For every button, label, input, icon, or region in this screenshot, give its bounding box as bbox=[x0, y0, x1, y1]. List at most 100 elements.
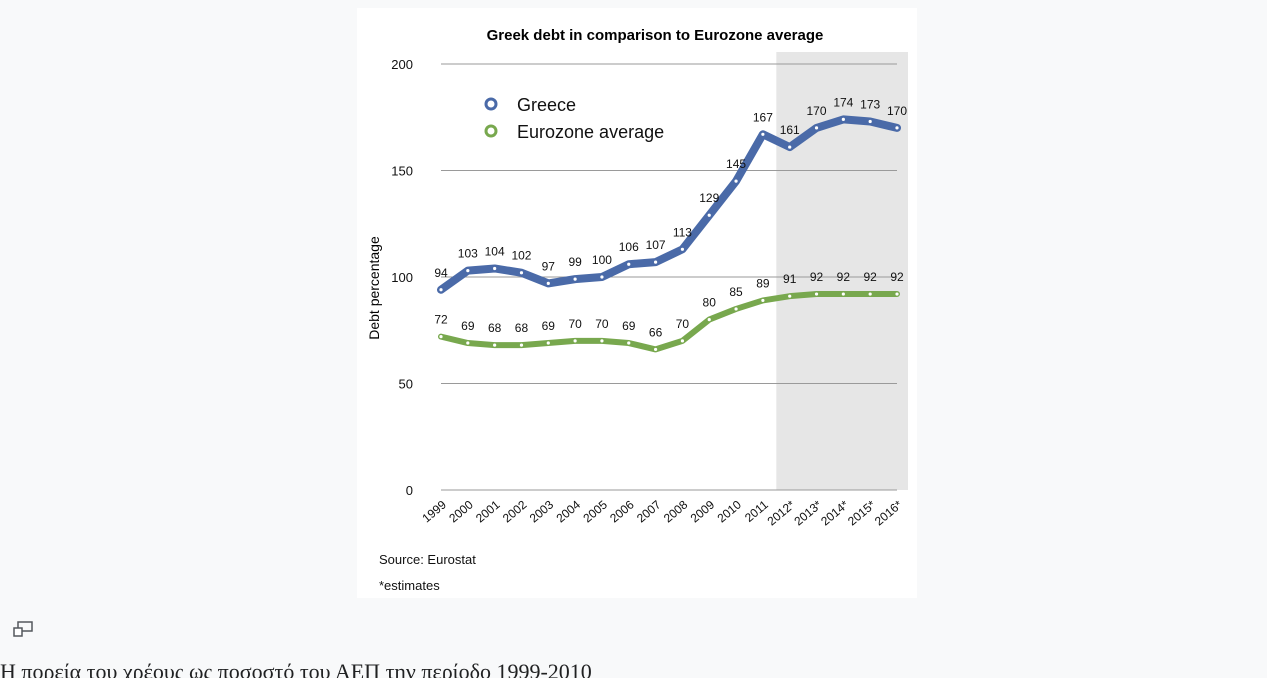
data-label: 70 bbox=[595, 317, 609, 331]
data-label: 97 bbox=[542, 259, 556, 273]
caption-text: Η πορεία του χρέους ως ποσοστό του ΑΕΠ τ… bbox=[0, 659, 592, 678]
data-labels: 94 103 104 102 97 99 100 106 107 113 129 145 167 161 1… bbox=[434, 95, 907, 339]
data-label: 113 bbox=[673, 225, 692, 239]
data-point bbox=[868, 292, 872, 296]
data-point bbox=[493, 343, 497, 347]
data-label: 68 bbox=[488, 321, 502, 335]
data-point bbox=[761, 298, 765, 303]
data-label: 102 bbox=[511, 249, 531, 263]
estimates-note: *estimates bbox=[379, 578, 440, 593]
data-point bbox=[573, 277, 577, 281]
data-point bbox=[439, 288, 443, 292]
data-point bbox=[627, 341, 631, 345]
data-point bbox=[519, 343, 524, 347]
data-point bbox=[573, 339, 577, 343]
x-tick-label: 2001 bbox=[473, 497, 503, 525]
data-point bbox=[707, 213, 711, 217]
data-label: 92 bbox=[837, 270, 851, 284]
data-label: 72 bbox=[434, 313, 448, 327]
data-point bbox=[707, 318, 711, 322]
data-label: 92 bbox=[863, 270, 877, 284]
data-point bbox=[895, 126, 899, 130]
chart-title: Greek debt in comparison to Eurozone ave… bbox=[487, 27, 824, 44]
figure-card: 0 50 100 150 200 1999 2000 2001 2002 2003 2004 200… bbox=[357, 8, 917, 598]
data-label: 69 bbox=[542, 319, 556, 333]
x-tick-label: 2015* bbox=[845, 497, 878, 528]
figure-caption: Η πορεία του χρέους ως ποσοστό του ΑΕΠ τ… bbox=[0, 652, 1267, 678]
y-ticks: 0 50 100 150 200 bbox=[391, 57, 413, 498]
data-label: 99 bbox=[568, 255, 582, 269]
data-point bbox=[788, 145, 792, 149]
x-tick-label: 2003 bbox=[527, 497, 557, 525]
data-label: 89 bbox=[756, 276, 770, 290]
expand-icon[interactable] bbox=[12, 620, 34, 638]
data-point bbox=[653, 347, 658, 352]
data-label: 94 bbox=[434, 266, 448, 280]
data-label: 103 bbox=[458, 247, 478, 261]
data-point bbox=[734, 179, 738, 183]
data-label: 69 bbox=[461, 319, 475, 333]
legend: Greece Eurozone average bbox=[484, 95, 664, 142]
data-point bbox=[814, 126, 819, 130]
series-lines bbox=[437, 115, 901, 353]
x-tick-label: 2012* bbox=[765, 497, 798, 528]
x-tick-label: 2014* bbox=[818, 497, 851, 528]
data-point bbox=[439, 335, 443, 339]
x-tick-label: 2004 bbox=[554, 497, 584, 525]
data-label: 70 bbox=[676, 317, 690, 331]
data-point bbox=[546, 341, 550, 345]
legend-label-eurozone: Eurozone average bbox=[517, 122, 664, 142]
x-tick-label: 2002 bbox=[500, 497, 530, 525]
x-tick-label: 2005 bbox=[580, 497, 610, 525]
data-point bbox=[680, 339, 685, 343]
data-point bbox=[466, 341, 470, 345]
data-label: 100 bbox=[592, 253, 612, 267]
data-point bbox=[680, 247, 685, 251]
data-label: 129 bbox=[699, 191, 719, 205]
x-tick-label: 2010 bbox=[715, 497, 745, 525]
legend-label-greece: Greece bbox=[517, 95, 576, 115]
data-label: 92 bbox=[810, 270, 824, 284]
data-point bbox=[600, 339, 604, 343]
data-label: 68 bbox=[515, 321, 529, 335]
x-tick-label: 1999 bbox=[419, 497, 449, 525]
data-label: 161 bbox=[780, 123, 800, 137]
data-label: 107 bbox=[646, 238, 666, 252]
legend-marker-eurozone bbox=[484, 124, 498, 138]
data-label: 170 bbox=[887, 104, 907, 118]
data-label: 80 bbox=[703, 296, 717, 310]
data-label: 174 bbox=[833, 95, 853, 109]
data-label: 69 bbox=[622, 319, 636, 333]
data-label: 167 bbox=[753, 110, 773, 124]
x-tick-label: 2016* bbox=[872, 497, 905, 528]
y-axis-label: Debt percentage bbox=[366, 236, 382, 340]
data-point bbox=[868, 119, 872, 124]
data-point bbox=[788, 294, 792, 298]
data-point bbox=[653, 260, 658, 264]
legend-marker-greece bbox=[484, 97, 498, 111]
data-point bbox=[895, 292, 899, 296]
data-label: 145 bbox=[726, 157, 746, 171]
data-label: 91 bbox=[783, 272, 797, 286]
data-point bbox=[761, 132, 765, 136]
series-line-greece bbox=[437, 115, 901, 294]
y-tick-label: 50 bbox=[399, 377, 413, 392]
data-point bbox=[519, 271, 524, 275]
x-tick-label: 2013* bbox=[791, 497, 824, 528]
data-label: 104 bbox=[485, 244, 505, 258]
x-tick-label: 2009 bbox=[688, 497, 718, 525]
x-ticks: 1999200020012002200320042005200620072008… bbox=[419, 497, 905, 528]
data-label: 106 bbox=[619, 240, 639, 254]
x-tick-label: 2006 bbox=[607, 497, 637, 525]
y-tick-label: 100 bbox=[391, 270, 413, 285]
x-tick-label: 2007 bbox=[634, 497, 664, 525]
data-label: 66 bbox=[649, 325, 663, 339]
data-point bbox=[841, 117, 845, 121]
data-point bbox=[734, 307, 738, 311]
y-tick-label: 0 bbox=[406, 483, 413, 498]
y-tick-label: 200 bbox=[391, 57, 413, 72]
data-point bbox=[493, 266, 497, 271]
data-label: 85 bbox=[729, 285, 743, 299]
data-label: 92 bbox=[890, 270, 904, 284]
